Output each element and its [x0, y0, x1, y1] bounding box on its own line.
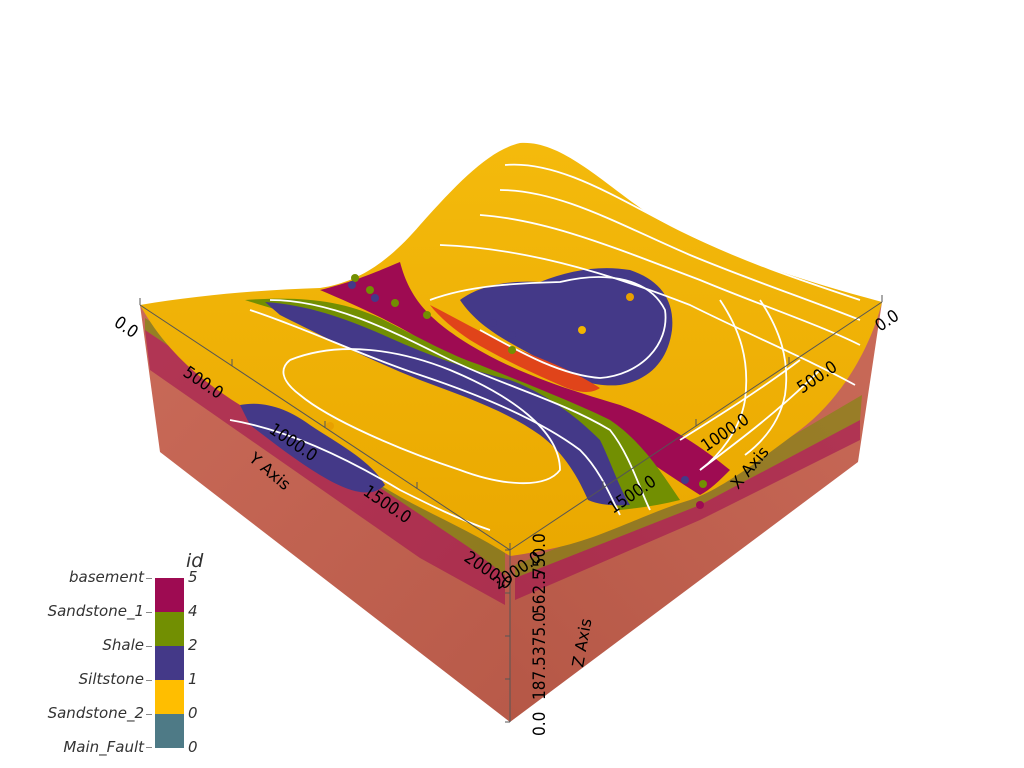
contour-lines [229, 163, 861, 531]
observation-points [326, 274, 707, 509]
legend-label: Siltstone [78, 670, 144, 688]
legend-id-value: 4 [188, 602, 198, 620]
legend-swatch-sandstone1 [155, 612, 184, 646]
data-point [681, 476, 689, 484]
contour-line [269, 299, 651, 511]
data-point [626, 293, 634, 301]
legend-swatch-sandstone2 [155, 714, 184, 748]
legend-title: id [186, 550, 204, 572]
data-point [508, 331, 516, 339]
data-point [699, 480, 707, 488]
surface-shale-patch-sw [240, 403, 385, 493]
surface-shale-band [265, 302, 630, 506]
scalar-bar-legend: id basement Sandstone_1 Shale Siltstone … [0, 548, 240, 763]
right-face-basement-band [515, 420, 860, 600]
data-point [348, 281, 356, 289]
data-point [508, 346, 516, 354]
contour-line [699, 369, 821, 471]
legend-id-value: 0 [188, 704, 198, 722]
contour-line [229, 419, 491, 531]
data-point [391, 299, 399, 307]
axes [139, 295, 883, 723]
contour-line [429, 276, 667, 379]
z-tick-label: 187.5 [530, 656, 550, 700]
contour-line [504, 163, 861, 301]
z-tick-label: 750.0 [530, 533, 550, 577]
contour-line [282, 348, 561, 485]
contour-line [499, 189, 861, 321]
y-tick-label: 0.0 [110, 313, 141, 343]
legend-id-value: 0 [188, 738, 198, 756]
data-point [578, 326, 586, 334]
z-tick-label: 0.0 [530, 712, 550, 736]
data-point [696, 501, 704, 509]
contour-line [249, 309, 621, 516]
legend-swatch-basement [155, 578, 184, 612]
legend-label: Main_Fault [63, 738, 144, 756]
legend-id-value: 1 [188, 670, 198, 688]
z-tick-label: 375.0 [530, 612, 550, 656]
data-point [489, 319, 497, 327]
legend-label: Sandstone_1 [47, 602, 144, 620]
legend-swatch-siltstone [155, 680, 184, 714]
data-point [326, 422, 334, 430]
legend-label: basement [69, 568, 144, 586]
z-tick-label: 562.5 [530, 570, 550, 614]
legend-label: Sandstone_2 [47, 704, 144, 722]
data-point [423, 311, 431, 319]
data-point [366, 286, 374, 294]
legend-id-value: 2 [188, 636, 198, 654]
data-point [371, 294, 379, 302]
surface-shale-blob [460, 268, 673, 386]
surface-sandstone1-band [245, 298, 680, 510]
legend-swatch-shale [155, 646, 184, 680]
contour-line [479, 214, 861, 346]
data-point [351, 274, 359, 282]
contour-line [699, 299, 748, 471]
contour-line [439, 244, 856, 386]
legend-id-value: 5 [188, 568, 198, 586]
legend-label: Shale [102, 636, 144, 654]
contour-line [744, 299, 788, 456]
